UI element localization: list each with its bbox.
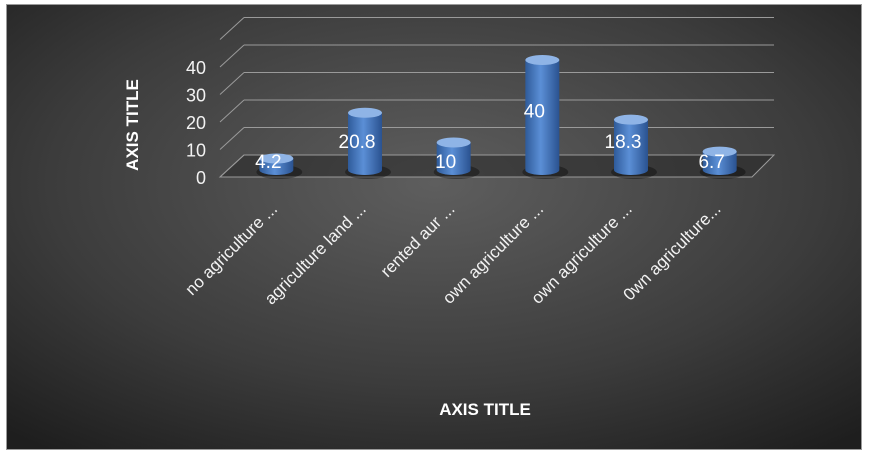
gridline-side [219,17,245,40]
bar: 40 [522,55,569,179]
chart-floor [218,154,776,178]
bar: 10 [433,137,480,179]
y-tick-label: 40 [186,58,206,78]
bar-body [702,151,737,175]
data-label: 40 [524,102,545,123]
data-label: 4.2 [255,152,281,173]
gridline-side [219,127,245,150]
gridline-side [219,44,245,68]
y-tick-label: 30 [186,86,206,106]
gridline-side [219,72,245,95]
gridline-side [219,99,245,123]
bar-top [525,55,560,65]
y-tick-label: 20 [186,113,206,133]
x-axis-title: AXIS TITLE [439,400,531,419]
y-axis-title: AXIS TITLE [123,79,142,171]
bar-top [436,137,471,148]
y-tick-label: 0 [196,168,206,188]
bar-top [348,107,382,118]
bar: 4.2 [255,152,303,179]
bar-top [259,153,294,164]
data-label: 10 [435,152,456,173]
bar-top [614,114,648,125]
gridline-side [219,154,245,178]
data-label: 6.7 [698,152,724,173]
y-axis-ticks: 0 10 20 30 40 [186,58,206,188]
data-label: 18.3 [605,132,642,153]
bar-top [702,146,737,157]
bar: 18.3 [605,114,657,179]
bar-layer: 4.2 20.8 10 40 18.3 6.7 [255,55,746,179]
chart-background [7,5,861,449]
data-label: 20.8 [339,132,376,153]
bar-body [525,60,560,175]
bar: 20.8 [339,107,391,179]
bar: 6.7 [698,146,746,179]
y-tick-label: 10 [186,141,206,161]
bar-body [614,119,648,175]
bar-body [348,112,382,175]
chart-frame: 0 10 20 30 40 4.2 20.8 10 40 18.3 6.7 no agricult… [6,4,862,450]
bar-body [436,142,471,175]
